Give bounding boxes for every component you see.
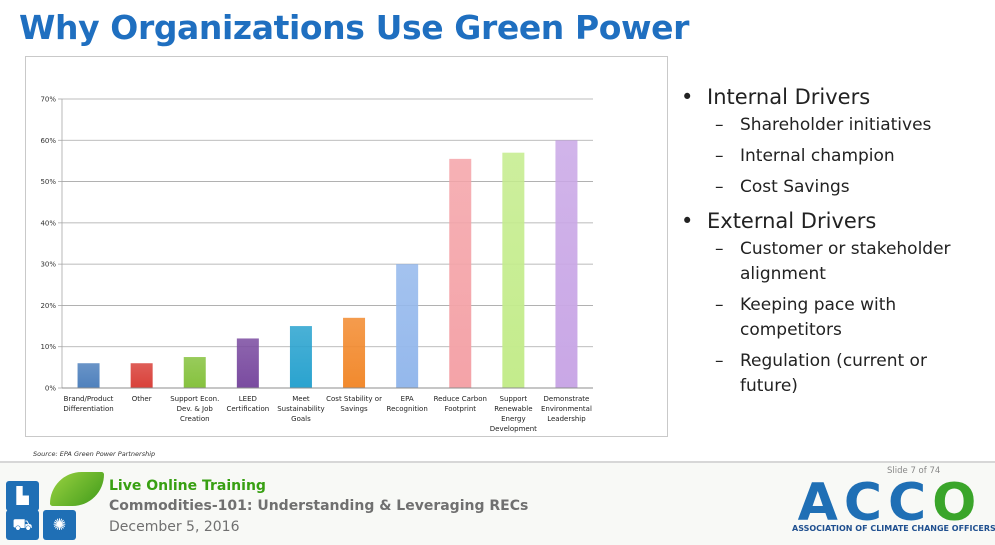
x-tick-label: Creation xyxy=(180,415,210,423)
leaf-icon xyxy=(50,472,104,506)
bar xyxy=(343,317,366,388)
y-tick-label: 0% xyxy=(45,385,56,393)
bar xyxy=(77,363,100,388)
bar xyxy=(449,158,472,388)
chart-source: Source: EPA Green Power Partnership xyxy=(33,450,156,458)
sub-bullet: – Regulation (current or future) xyxy=(677,349,987,399)
x-tick-label: LEED xyxy=(239,395,257,403)
dash-icon: – xyxy=(715,146,724,166)
y-tick-label: 40% xyxy=(40,219,56,227)
dash-icon: – xyxy=(715,351,724,371)
x-tick-label: Leadership xyxy=(547,415,586,423)
x-tick-label: Differentiation xyxy=(63,405,113,413)
sub-bullet: – Customer or stakeholder alignment xyxy=(677,237,987,287)
x-tick-label: Other xyxy=(132,395,152,403)
bullet-label: External Drivers xyxy=(707,209,877,233)
footer-training-label: Live Online Training xyxy=(109,478,266,494)
bar xyxy=(130,363,153,388)
footer-course-title: Commodities-101: Understanding & Leverag… xyxy=(109,498,529,514)
footer-text: Live Online Training Commodities-101: Un… xyxy=(109,476,528,537)
logo-letter: CC xyxy=(843,473,933,533)
y-tick-label: 70% xyxy=(40,96,56,104)
logo-letter: O xyxy=(932,473,983,533)
x-tick-label: Sustainability xyxy=(277,405,324,413)
acco-logo-word: ACCO xyxy=(792,473,988,533)
bullet-external-drivers: • External Drivers xyxy=(677,208,987,235)
footer-divider xyxy=(0,461,995,463)
slide-title: Why Organizations Use Green Power xyxy=(19,8,689,47)
x-tick-label: Development xyxy=(490,425,537,433)
bullet-dot-icon: • xyxy=(681,209,694,233)
x-tick-label: Savings xyxy=(340,405,368,413)
slide-number: Slide 7 of 74 xyxy=(887,466,941,476)
y-tick-label: 10% xyxy=(40,343,56,351)
bar xyxy=(396,264,419,388)
acco-logo: ACCO ASSOCIATION OF CLIMATE CHANGE OFFIC… xyxy=(792,473,995,539)
x-tick-label: Renewable xyxy=(494,405,532,413)
logo-letter: A xyxy=(797,473,844,533)
bar xyxy=(502,152,525,388)
bar xyxy=(236,338,259,388)
x-tick-label: Support xyxy=(500,395,528,403)
bar-chart: 0% 10% 20% 30% 40% 50% 60% 70% Brand/Product Diff… xyxy=(40,96,593,433)
green-power-logo: ▙ ⛟ ✺ xyxy=(6,470,104,540)
sub-bullet: – Shareholder initiatives xyxy=(677,113,987,138)
y-tick-label: 50% xyxy=(40,178,56,186)
x-tick-label: Goals xyxy=(291,415,311,423)
chart-container: 0% 10% 20% 30% 40% 50% 60% 70% Brand/Product Diff… xyxy=(25,56,668,437)
sub-bullet-label: Cost Savings xyxy=(740,177,850,197)
x-tick-label: EPA xyxy=(401,395,414,403)
x-tick-label: Brand/Product xyxy=(64,395,114,403)
dash-icon: – xyxy=(715,177,724,197)
bullet-list: • Internal Drivers – Shareholder initiati… xyxy=(677,84,987,405)
acco-logo-subtitle: ASSOCIATION OF CLIMATE CHANGE OFFICERS xyxy=(792,524,995,533)
x-tick-label: Cost Stability or xyxy=(326,395,382,403)
bar xyxy=(289,326,312,388)
x-tick-label: Certification xyxy=(226,405,269,413)
y-tick-label: 60% xyxy=(40,137,56,145)
x-tick-label: Meet xyxy=(292,395,310,403)
x-tick-label: Footprint xyxy=(444,405,476,413)
footer xyxy=(0,463,995,545)
bar xyxy=(555,140,578,388)
sub-bullet-label: Customer or stakeholder alignment xyxy=(740,239,951,284)
y-tick-label: 20% xyxy=(40,302,56,310)
x-tick-label: Reduce Carbon xyxy=(434,395,487,403)
dash-icon: – xyxy=(715,115,724,135)
sub-bullet-label: Shareholder initiatives xyxy=(740,115,932,135)
bullet-internal-drivers: • Internal Drivers xyxy=(677,84,987,111)
dash-icon: – xyxy=(715,239,724,259)
x-tick-label: Energy xyxy=(501,415,526,423)
x-tick-label: Environmental xyxy=(541,405,592,413)
footer-date: December 5, 2016 xyxy=(109,519,240,535)
x-tick-label: Recognition xyxy=(387,405,428,413)
x-tick-label: Demonstrate xyxy=(544,395,590,403)
bullet-dot-icon: • xyxy=(681,85,694,109)
sub-bullet-label: Regulation (current or future) xyxy=(740,351,927,396)
truck-icon: ⛟ xyxy=(6,510,39,540)
bullet-label: Internal Drivers xyxy=(707,85,871,109)
sub-bullet-label: Keeping pace with competitors xyxy=(740,295,897,340)
sub-bullet: – Internal champion xyxy=(677,144,987,169)
bar xyxy=(183,357,206,388)
factory-icon: ▙ xyxy=(6,481,39,511)
sub-bullet: – Keeping pace with competitors xyxy=(677,293,987,343)
x-tick-label: Dev. & Job xyxy=(177,405,214,413)
y-tick-label: 30% xyxy=(40,261,56,269)
x-tick-label: Support Econ. xyxy=(170,395,219,403)
sub-bullet-label: Internal champion xyxy=(740,146,895,166)
dash-icon: – xyxy=(715,295,724,315)
sub-bullet: – Cost Savings xyxy=(677,175,987,200)
lightbulb-icon: ✺ xyxy=(43,510,76,540)
